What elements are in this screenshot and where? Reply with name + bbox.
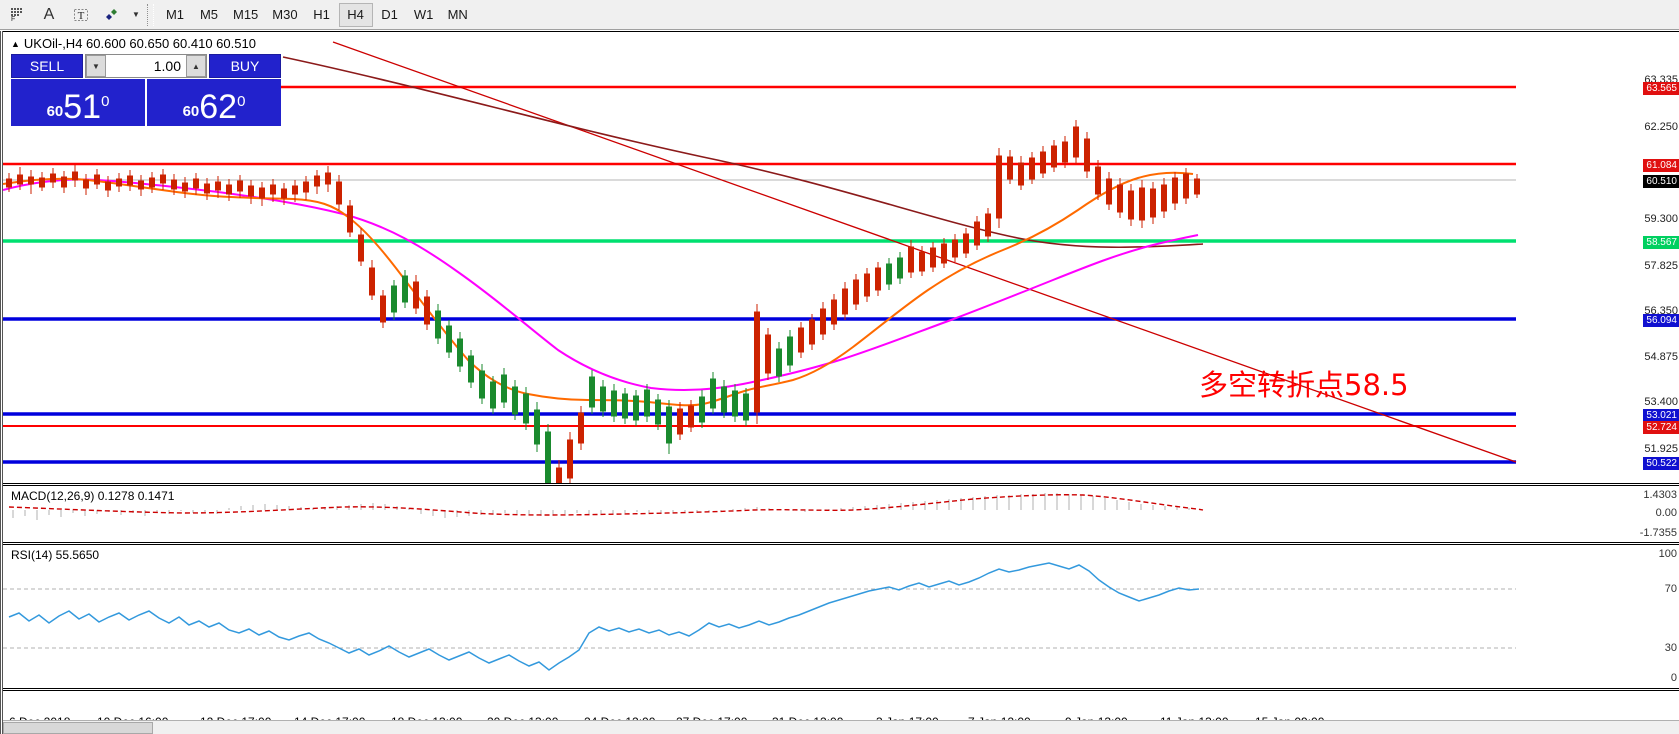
buy-price-prefix: 60 [182, 103, 200, 120]
buy-price-superscript: 0 [237, 93, 246, 110]
toolbar-separator [147, 3, 154, 26]
volume-input[interactable]: 1.00 [153, 58, 181, 74]
price-tag-56094: 56.094 [1643, 314, 1679, 327]
chevron-down-icon[interactable]: ▼ [132, 10, 140, 19]
rsi-tick-100: 100 [1658, 548, 1677, 560]
buy-button[interactable]: BUY [209, 54, 281, 78]
collapse-triangle-icon[interactable]: ▲ [11, 38, 20, 49]
macd-tick-1: 0.00 [1655, 507, 1677, 519]
horizontal-scrollbar-thumb[interactable] [3, 722, 153, 734]
timeframe-m1[interactable]: M1 [165, 7, 185, 22]
main-toolbar: F A T ▼ M1 M5 M15 M30 H1 H4 D1 W1 MN [0, 0, 1679, 30]
shapes-glyph [106, 8, 117, 20]
ma-long-dark-red [282, 56, 1204, 249]
text-label-icon[interactable]: A [43, 5, 55, 23]
price-tick-5: 54.875 [1644, 351, 1678, 363]
text-object-glyph: T [74, 8, 88, 22]
price-pane[interactable]: ▲ UKOil-,H4 60.600 60.650 60.410 60.510 [3, 31, 1679, 484]
candle [589, 370, 672, 454]
candlestick-series [6, 120, 1200, 483]
timeframe-m30[interactable]: M30 [272, 7, 298, 22]
macd-chart-svg [8, 493, 1204, 520]
rsi-line [8, 562, 1200, 671]
candle [6, 165, 386, 328]
price-tick-6: 53.400 [1644, 396, 1678, 408]
candle [413, 275, 430, 330]
trade-panel-top-row: SELL ▼ 1.00 ▲ BUY [11, 54, 281, 78]
ma-orange [3, 171, 1194, 407]
candle [754, 304, 771, 424]
price-tag-53021: 53.021 [1643, 409, 1679, 422]
candle [776, 330, 793, 382]
macd-pane[interactable]: MACD(12,26,9) 0.1278 0.1471 [3, 485, 1679, 543]
timeframe-w1[interactable]: W1 [413, 7, 434, 22]
buy-price-display[interactable]: 60 62 0 [147, 79, 281, 126]
rsi-pane[interactable]: RSI(14) 55.5650 100 70 30 0 [3, 544, 1679, 689]
sell-price-main: 51 [63, 88, 102, 126]
shapes-icon[interactable] [98, 2, 128, 28]
symbol-header-text: UKOil-,H4 60.600 60.650 60.410 60.510 [23, 36, 256, 51]
macd-signal-line [8, 494, 1204, 516]
timeframe-mn[interactable]: MN [447, 7, 468, 22]
sell-price-superscript: 0 [101, 93, 110, 110]
rsi-tick-30: 30 [1664, 642, 1677, 654]
candle [435, 304, 551, 483]
volume-increment-button[interactable]: ▲ [186, 55, 206, 77]
trade-panel-price-row: 60 51 0 60 62 0 [11, 79, 281, 126]
candle [391, 270, 408, 320]
chart-window[interactable]: ▲ UKOil-,H4 60.600 60.650 60.410 60.510 [0, 31, 1679, 734]
timeframe-d1[interactable]: D1 [381, 7, 398, 22]
price-tick-1: 62.250 [1644, 121, 1678, 133]
sell-button[interactable]: SELL [11, 54, 83, 78]
price-tag-60510-current: 60.510 [1643, 175, 1679, 188]
price-tag-61084: 61.084 [1643, 159, 1679, 172]
indicator-list-glyph: F [10, 8, 22, 22]
price-tag-50522: 50.522 [1643, 457, 1679, 470]
price-tag-52724: 52.724 [1643, 421, 1679, 434]
chart-annotation: 多空转折点58.5 [1199, 368, 1409, 402]
rsi-tick-0: 0 [1670, 672, 1677, 684]
price-chart-svg [3, 41, 1517, 483]
macd-label: MACD(12,26,9) 0.1278 0.1471 [11, 489, 175, 503]
price-tag-58567: 58.567 [1643, 236, 1679, 249]
rsi-tick-70: 70 [1664, 583, 1677, 595]
timeframe-h4[interactable]: H4 [338, 2, 373, 27]
svg-text:F: F [11, 16, 15, 22]
timeframe-m15[interactable]: M15 [233, 7, 259, 22]
candle [798, 262, 881, 358]
price-tick-2: 59.300 [1644, 213, 1678, 225]
symbol-header: ▲ UKOil-,H4 60.600 60.650 60.410 60.510 [11, 36, 256, 51]
indicator-list-icon[interactable]: F [2, 2, 32, 28]
candle [677, 400, 694, 440]
timeframe-m5[interactable]: M5 [199, 7, 219, 22]
candle [699, 372, 749, 428]
sell-price-display[interactable]: 60 51 0 [11, 79, 145, 126]
timeframe-h1[interactable]: H1 [313, 7, 330, 22]
candle [908, 120, 1200, 278]
rsi-label: RSI(14) 55.5650 [11, 548, 100, 562]
horizontal-scrollbar[interactable] [3, 720, 1679, 734]
volume-input-group[interactable]: ▼ 1.00 ▲ [85, 54, 207, 78]
price-tag-63565: 63.565 [1643, 82, 1679, 95]
one-click-trading-panel[interactable]: SELL ▼ 1.00 ▲ BUY 60 51 0 60 62 0 [11, 54, 281, 126]
sell-price-prefix: 60 [46, 103, 64, 120]
rsi-chart-svg [3, 562, 1516, 671]
svg-text:T: T [78, 10, 85, 22]
buy-price-main: 62 [199, 88, 238, 126]
text-object-icon[interactable]: T [66, 2, 96, 28]
candle [886, 252, 903, 290]
macd-tick-0: 1.4303 [1643, 489, 1677, 501]
price-tick-7: 51.925 [1644, 443, 1678, 455]
macd-tick-2: -1.7355 [1639, 527, 1677, 539]
candle [556, 406, 584, 483]
price-tick-3: 57.825 [1644, 260, 1678, 272]
volume-decrement-button[interactable]: ▼ [86, 55, 106, 77]
